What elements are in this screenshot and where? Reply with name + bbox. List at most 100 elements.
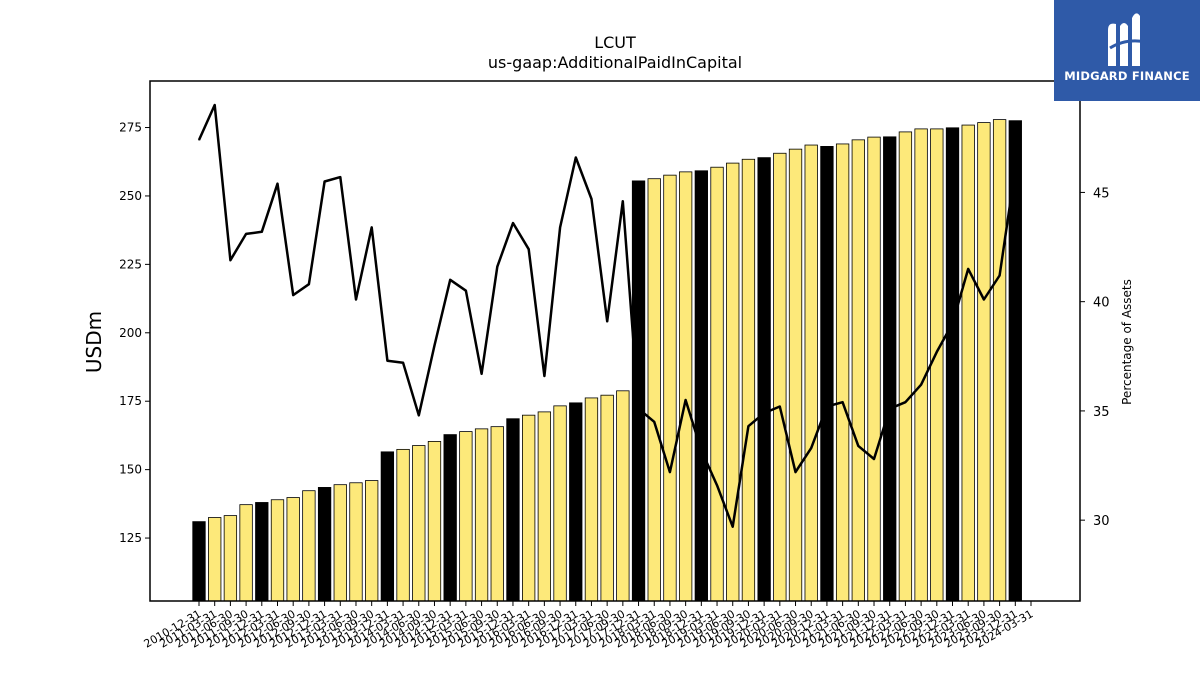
bar xyxy=(820,146,834,602)
line-point xyxy=(983,298,985,301)
bar xyxy=(459,431,473,602)
bar xyxy=(804,144,818,602)
bar xyxy=(757,157,771,602)
y2-tick-label: 40 xyxy=(1093,296,1110,311)
bar xyxy=(506,418,520,602)
midgard-finance-logo: MIDGARD FINANCE xyxy=(1054,0,1200,101)
line-point xyxy=(920,384,922,386)
line-point xyxy=(653,421,655,423)
bar xyxy=(773,152,787,602)
line-point xyxy=(480,373,483,375)
line-point xyxy=(685,399,687,401)
y-tick-label: 225 xyxy=(119,257,142,271)
x-axis-ticks: 2010-12-312011-03-312011-06-302011-09-30… xyxy=(142,601,1036,651)
line-point xyxy=(967,268,969,270)
line-point xyxy=(449,279,451,281)
line-point xyxy=(951,322,954,325)
bar xyxy=(365,480,379,602)
bar xyxy=(867,136,881,602)
y-tick-label: 275 xyxy=(119,121,142,135)
bar xyxy=(914,128,928,602)
bar xyxy=(694,170,708,602)
y2-tick-label: 30 xyxy=(1093,514,1110,529)
bar xyxy=(443,434,457,602)
y-tick-label: 150 xyxy=(119,463,142,477)
y-axis-ticks: 125 150 175 200 225 250 275 xyxy=(119,121,150,545)
line-point xyxy=(308,283,310,285)
bar xyxy=(961,124,975,602)
bar xyxy=(663,174,677,602)
line-point xyxy=(261,231,263,233)
y2-tick-label: 35 xyxy=(1093,405,1110,420)
plot-frame xyxy=(149,80,1081,602)
line-point xyxy=(873,458,875,460)
line-point xyxy=(292,294,294,296)
line-point xyxy=(245,233,247,235)
line-point xyxy=(826,405,828,408)
line-point xyxy=(198,139,200,141)
y-axis-label: USDm xyxy=(82,311,106,373)
line-point xyxy=(229,259,231,261)
bar xyxy=(553,405,567,602)
bar xyxy=(930,128,944,602)
line-point xyxy=(842,401,844,403)
line-point xyxy=(559,226,561,228)
bar xyxy=(600,394,614,602)
bar xyxy=(349,482,363,602)
bar xyxy=(569,402,583,602)
bar xyxy=(977,122,991,602)
y2-tick-label: 45 xyxy=(1093,186,1110,201)
line-point xyxy=(323,180,326,183)
line-point xyxy=(747,425,750,427)
line-point xyxy=(732,526,734,528)
bar xyxy=(616,390,630,602)
bar xyxy=(678,171,693,602)
line-point xyxy=(763,412,765,414)
chart-subtitle: us-gaap:AdditionalPaidInCapital xyxy=(488,53,742,72)
line-point xyxy=(936,351,938,353)
bar xyxy=(898,131,913,602)
bar xyxy=(192,521,206,602)
line-point xyxy=(590,198,593,200)
bar xyxy=(255,502,269,602)
line-point xyxy=(904,401,907,403)
bar xyxy=(490,426,504,602)
line-point xyxy=(214,104,216,106)
line-point xyxy=(575,156,577,159)
bar xyxy=(741,158,756,602)
bar xyxy=(710,166,724,602)
bar xyxy=(317,487,332,602)
y-tick-label: 125 xyxy=(119,531,142,545)
bar xyxy=(380,451,395,602)
bar xyxy=(992,119,1007,602)
line-point xyxy=(669,471,671,473)
y-tick-label: 250 xyxy=(119,189,142,203)
bar xyxy=(647,178,661,602)
line-point xyxy=(857,445,859,447)
line-point xyxy=(512,222,514,224)
bar-series xyxy=(192,119,1022,602)
bar xyxy=(851,139,865,602)
line-point xyxy=(810,447,812,449)
bar xyxy=(333,484,347,602)
bar xyxy=(726,162,740,602)
line-point xyxy=(339,176,341,178)
bar xyxy=(537,411,552,602)
line-point xyxy=(779,405,781,408)
line-point xyxy=(433,344,436,346)
line-point xyxy=(371,226,373,228)
logo-text: MIDGARD FINANCE xyxy=(1064,69,1190,83)
bar xyxy=(223,515,238,602)
bar xyxy=(208,517,222,602)
bar xyxy=(945,127,960,602)
chart-title: LCUT xyxy=(594,33,636,52)
line-point xyxy=(606,320,608,322)
line-point xyxy=(889,408,891,410)
line-point xyxy=(637,408,640,410)
bar xyxy=(788,148,803,602)
bar xyxy=(835,143,850,602)
y-tick-label: 175 xyxy=(119,394,142,408)
line-point xyxy=(465,290,467,292)
bar xyxy=(883,136,897,602)
